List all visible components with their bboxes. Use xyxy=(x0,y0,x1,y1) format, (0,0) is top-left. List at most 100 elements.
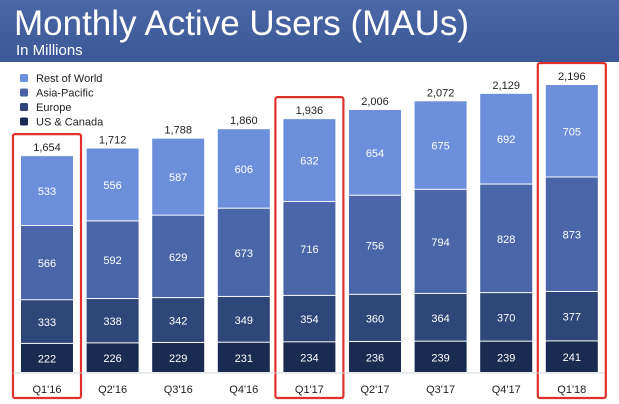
chart-subtitle: In Millions xyxy=(16,42,83,59)
bar-segment-europe-q1-17 xyxy=(283,295,336,342)
data-label-rest-of-world-q4-17: 692 xyxy=(497,134,515,146)
bar-segment-us-canada-q2-16 xyxy=(86,343,139,372)
bar-segment-asia-pacific-q4-17 xyxy=(480,184,533,293)
data-label-asia-pacific-q1-16: 566 xyxy=(38,258,56,270)
bar-segment-rest-of-world-q2-17 xyxy=(349,109,401,195)
x-tick-label-q4-17: Q4'17 xyxy=(492,384,521,396)
data-label-asia-pacific-q4-16: 673 xyxy=(235,248,253,260)
bar-segment-us-canada-q4-16 xyxy=(217,342,270,372)
chart-title: Monthly Active Users (MAUs) xyxy=(14,4,470,43)
bar-segment-asia-pacific-q3-17 xyxy=(414,189,467,293)
total-label-q2-17: 2,006 xyxy=(361,96,389,108)
bar-segment-europe-q3-16 xyxy=(152,298,205,342)
data-label-rest-of-world-q1-18: 705 xyxy=(563,126,581,138)
total-label-q1-18: 2,196 xyxy=(558,71,586,83)
data-label-us-canada-q4-17: 239 xyxy=(497,352,515,364)
bar-segment-rest-of-world-q4-17 xyxy=(480,93,533,184)
total-label-q1-16: 1,654 xyxy=(33,142,61,154)
bar-segment-asia-pacific-q1-17 xyxy=(283,202,336,295)
bar-segment-asia-pacific-q1-18 xyxy=(545,177,598,291)
header-banner: Monthly Active Users (MAUs) In Millions xyxy=(0,0,619,62)
x-tick-label-q2-17: Q2'17 xyxy=(360,384,389,396)
x-tick-label-q1-17: Q1'17 xyxy=(295,384,324,396)
bar-segment-europe-q4-16 xyxy=(217,296,270,342)
total-label-q3-16: 1,788 xyxy=(164,125,192,137)
legend-swatch-us-canada xyxy=(20,117,28,126)
bar-segment-asia-pacific-q1-16 xyxy=(21,226,73,300)
x-tick-label-q3-16: Q3'16 xyxy=(164,384,193,396)
bar-segment-rest-of-world-q1-16 xyxy=(21,156,73,226)
data-label-asia-pacific-q3-17: 794 xyxy=(431,237,449,249)
data-label-asia-pacific-q3-16: 629 xyxy=(169,252,187,264)
x-tick-label-q4-16: Q4'16 xyxy=(229,384,258,396)
legend-label-us-canada: US & Canada xyxy=(36,117,104,129)
total-label-q4-17: 2,129 xyxy=(492,80,520,92)
data-label-europe-q4-17: 370 xyxy=(497,312,515,324)
data-label-rest-of-world-q2-17: 654 xyxy=(366,148,384,160)
bar-segment-us-canada-q1-16 xyxy=(21,343,73,372)
bar-segment-rest-of-world-q3-16 xyxy=(152,138,205,215)
legend-swatch-asia-pacific xyxy=(20,88,28,97)
highlight-box-q1-16 xyxy=(11,133,83,400)
data-label-europe-q3-17: 364 xyxy=(431,313,449,325)
data-label-rest-of-world-q1-16: 533 xyxy=(38,186,56,198)
bar-segment-us-canada-q2-17 xyxy=(349,342,401,372)
bar-segment-europe-q4-17 xyxy=(480,293,533,341)
data-label-asia-pacific-q2-17: 756 xyxy=(366,240,384,252)
data-label-asia-pacific-q2-16: 592 xyxy=(103,255,121,267)
data-label-rest-of-world-q4-16: 606 xyxy=(235,164,253,176)
data-label-us-canada-q3-16: 229 xyxy=(169,353,187,365)
data-label-europe-q4-16: 349 xyxy=(235,315,253,327)
data-label-rest-of-world-q2-16: 556 xyxy=(103,180,121,192)
data-label-us-canada-q1-17: 234 xyxy=(300,353,318,365)
bar-segment-asia-pacific-q2-16 xyxy=(86,221,139,299)
data-label-asia-pacific-q1-18: 873 xyxy=(563,230,581,242)
data-label-us-canada-q3-17: 239 xyxy=(431,352,449,364)
data-label-rest-of-world-q1-17: 632 xyxy=(300,156,318,168)
bar-segment-rest-of-world-q1-17 xyxy=(283,119,336,202)
data-label-rest-of-world-q3-16: 587 xyxy=(169,172,187,184)
legend-label-europe: Europe xyxy=(36,102,71,114)
bar-segment-europe-q1-16 xyxy=(21,300,73,343)
bar-segment-us-canada-q1-17 xyxy=(283,342,336,372)
data-label-us-canada-q1-18: 241 xyxy=(563,352,581,364)
bar-segment-rest-of-world-q4-16 xyxy=(217,129,270,208)
bar-segment-europe-q3-17 xyxy=(414,293,467,341)
bar-segment-europe-q1-18 xyxy=(545,291,598,341)
data-label-asia-pacific-q1-17: 716 xyxy=(300,244,318,256)
bar-segment-us-canada-q4-17 xyxy=(480,341,533,372)
data-label-rest-of-world-q3-17: 675 xyxy=(431,141,449,153)
total-label-q2-16: 1,712 xyxy=(99,135,127,147)
bar-segment-europe-q2-17 xyxy=(349,294,401,342)
bar-segment-asia-pacific-q4-16 xyxy=(217,208,270,296)
legend-label-asia-pacific: Asia-Pacific xyxy=(36,88,94,100)
legend-swatch-europe xyxy=(20,103,28,111)
data-label-europe-q2-17: 360 xyxy=(366,313,384,325)
data-label-asia-pacific-q4-17: 828 xyxy=(497,234,515,246)
highlight-box-q1-18 xyxy=(536,61,607,400)
data-label-us-canada-q4-16: 231 xyxy=(235,353,253,365)
x-tick-label-q1-16: Q1'16 xyxy=(32,384,61,396)
data-label-europe-q3-16: 342 xyxy=(169,316,187,328)
x-tick-label-q3-17: Q3'17 xyxy=(426,384,455,396)
total-label-q3-17: 2,072 xyxy=(427,87,455,99)
bar-segment-rest-of-world-q3-17 xyxy=(414,101,467,189)
x-tick-label-q2-16: Q2'16 xyxy=(98,384,127,396)
bar-segment-us-canada-q1-18 xyxy=(545,341,598,372)
x-tick-label-q1-18: Q1'18 xyxy=(557,384,586,396)
bar-segment-us-canada-q3-17 xyxy=(414,341,467,372)
data-label-us-canada-q1-16: 222 xyxy=(38,353,56,365)
highlight-box-q1-17 xyxy=(274,96,345,400)
data-label-us-canada-q2-17: 236 xyxy=(366,353,384,365)
legend-label-rest-of-world: Rest of World xyxy=(36,73,102,85)
legend-swatch-rest-of-world xyxy=(20,74,28,82)
data-label-europe-q1-16: 333 xyxy=(38,317,56,329)
data-label-europe-q1-18: 377 xyxy=(563,312,581,324)
total-label-q4-16: 1,860 xyxy=(230,115,258,127)
data-label-europe-q1-17: 354 xyxy=(300,314,318,326)
bar-segment-asia-pacific-q3-16 xyxy=(152,215,205,298)
bar-segment-asia-pacific-q2-17 xyxy=(349,195,401,294)
bar-segment-rest-of-world-q2-16 xyxy=(86,148,139,221)
data-label-europe-q2-16: 338 xyxy=(103,316,121,328)
